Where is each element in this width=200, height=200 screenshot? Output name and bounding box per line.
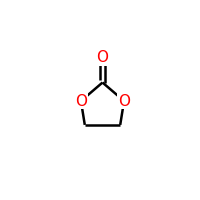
Text: O: O [118,94,130,108]
Text: O: O [75,94,87,108]
Text: O: O [96,50,108,65]
